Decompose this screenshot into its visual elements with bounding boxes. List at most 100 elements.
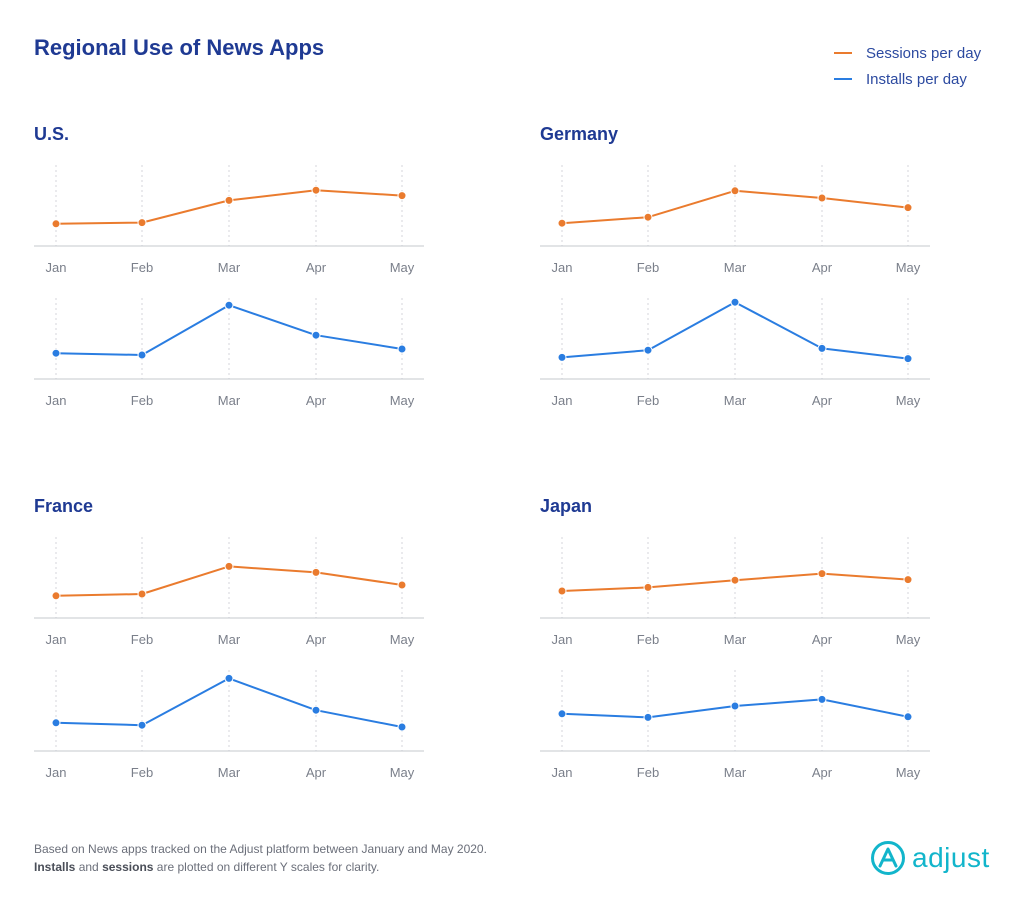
- u-s-sessions-point-2: [224, 195, 234, 205]
- france-installs-tick-label-2: Mar: [218, 765, 241, 780]
- u-s-installs-point-4: [397, 344, 407, 354]
- japan-sessions-point-0: [557, 586, 567, 596]
- footnote-sessions: sessions: [102, 860, 154, 874]
- japan-sessions-tick-label-2: Mar: [724, 632, 747, 647]
- u-s-sessions-point-3: [311, 185, 321, 195]
- germany-installs-tick-label-0: Jan: [552, 393, 573, 408]
- germany-installs-point-0: [557, 352, 567, 362]
- france-installs-tick-label-0: Jan: [46, 765, 67, 780]
- u-s-sessions-tick-label-1: Feb: [131, 260, 153, 275]
- germany-sessions-tick-label-3: Apr: [812, 260, 833, 275]
- japan-sessions-tick-label-0: Jan: [552, 632, 573, 647]
- u-s-installs-line: [55, 304, 403, 356]
- france-installs-point-2: [224, 673, 234, 683]
- u-s-installs-point-0: [51, 348, 61, 358]
- france-sessions-point-3: [311, 567, 321, 577]
- germany-installs-tick-label-3: Apr: [812, 393, 833, 408]
- u-s-installs-tick-label-4: May: [390, 393, 415, 408]
- u-s-sessions-tick-label-3: Apr: [306, 260, 327, 275]
- france-installs-point-1: [137, 720, 147, 730]
- germany-sessions-point-3: [817, 193, 827, 203]
- japan-installs-point-0: [557, 709, 567, 719]
- france-sessions-tick-label-0: Jan: [46, 632, 67, 647]
- japan-installs-tick-label-4: May: [896, 765, 921, 780]
- germany-sessions-tick-label-1: Feb: [637, 260, 659, 275]
- japan-installs-tick-label-2: Mar: [724, 765, 747, 780]
- u-s-sessions-point-1: [137, 218, 147, 228]
- germany-installs-tick-label-4: May: [896, 393, 921, 408]
- germany-sessions-point-0: [557, 218, 567, 228]
- germany-installs-tick-label-2: Mar: [724, 393, 747, 408]
- u-s-sessions-tick-label-0: Jan: [46, 260, 67, 275]
- u-s-installs-point-2: [224, 300, 234, 310]
- germany-installs-point-3: [817, 343, 827, 353]
- japan-sessions-point-2: [730, 575, 740, 585]
- japan-installs-tick-label-0: Jan: [552, 765, 573, 780]
- germany-sessions-tick-label-2: Mar: [724, 260, 747, 275]
- u-s-installs-tick-label-1: Feb: [131, 393, 153, 408]
- footnote: Based on News apps tracked on the Adjust…: [34, 840, 487, 876]
- footnote-line-2: Installs and sessions are plotted on dif…: [34, 858, 487, 876]
- france-installs-point-0: [51, 718, 61, 728]
- france-sessions-tick-label-2: Mar: [218, 632, 241, 647]
- u-s-installs-tick-label-3: Apr: [306, 393, 327, 408]
- france-sessions-tick-label-4: May: [390, 632, 415, 647]
- france-sessions-point-4: [397, 580, 407, 590]
- panel-title-germany: Germany: [540, 124, 619, 144]
- panel-title-us: U.S.: [34, 124, 70, 144]
- france-sessions-point-1: [137, 589, 147, 599]
- legend-item-sessions: Sessions per day: [834, 40, 981, 66]
- germany-installs-point-1: [643, 345, 653, 355]
- panel-title-france: France: [34, 496, 94, 516]
- germany-installs-point-4: [903, 354, 913, 364]
- u-s-sessions-tick-label-2: Mar: [218, 260, 241, 275]
- germany-sessions-point-2: [730, 186, 740, 196]
- germany-sessions-point-4: [903, 203, 913, 213]
- adjust-logo-icon: [871, 841, 905, 875]
- japan-installs-tick-label-1: Feb: [637, 765, 659, 780]
- footnote-and: and: [78, 860, 99, 874]
- germany-sessions-tick-label-0: Jan: [552, 260, 573, 275]
- japan-sessions-tick-label-1: Feb: [637, 632, 659, 647]
- france-sessions-point-2: [224, 561, 234, 571]
- france-installs-tick-label-4: May: [390, 765, 415, 780]
- legend-swatch-installs: [834, 78, 852, 80]
- adjust-logo-text: adjust: [912, 842, 990, 873]
- france-installs-tick-label-1: Feb: [131, 765, 153, 780]
- france-sessions-point-0: [51, 591, 61, 601]
- footnote-line-1: Based on News apps tracked on the Adjust…: [34, 842, 487, 856]
- germany-sessions-tick-label-4: May: [896, 260, 921, 275]
- legend-swatch-sessions: [834, 52, 852, 54]
- legend: Sessions per day Installs per day: [834, 40, 981, 92]
- germany-installs-tick-label-1: Feb: [637, 393, 659, 408]
- u-s-sessions-tick-label-4: May: [390, 260, 415, 275]
- legend-item-installs: Installs per day: [834, 66, 981, 92]
- france-installs-point-4: [397, 722, 407, 732]
- u-s-sessions-point-0: [51, 219, 61, 229]
- france-installs-tick-label-3: Apr: [306, 765, 327, 780]
- u-s-installs-tick-label-0: Jan: [46, 393, 67, 408]
- chart-title: Regional Use of News Apps: [34, 35, 325, 60]
- footnote-installs: Installs: [34, 860, 76, 874]
- legend-label-sessions: Sessions per day: [866, 44, 982, 62]
- u-s-installs-point-1: [137, 350, 147, 360]
- france-installs-point-3: [311, 705, 321, 715]
- germany-sessions-point-1: [643, 212, 653, 222]
- u-s-installs-tick-label-2: Mar: [218, 393, 241, 408]
- u-s-installs-point-3: [311, 330, 321, 340]
- japan-installs-point-3: [817, 694, 827, 704]
- japan-sessions-tick-label-3: Apr: [812, 632, 833, 647]
- japan-sessions-point-4: [903, 575, 913, 585]
- japan-installs-tick-label-3: Apr: [812, 765, 833, 780]
- japan-installs-point-4: [903, 712, 913, 722]
- panel-title-japan: Japan: [540, 496, 593, 516]
- japan-sessions-point-3: [817, 569, 827, 579]
- germany-installs-line: [561, 301, 909, 360]
- japan-sessions-tick-label-4: May: [896, 632, 921, 647]
- legend-label-installs: Installs per day: [866, 70, 967, 88]
- u-s-sessions-point-4: [397, 191, 407, 201]
- japan-installs-point-2: [730, 701, 740, 711]
- germany-installs-point-2: [730, 297, 740, 307]
- france-sessions-tick-label-3: Apr: [306, 632, 327, 647]
